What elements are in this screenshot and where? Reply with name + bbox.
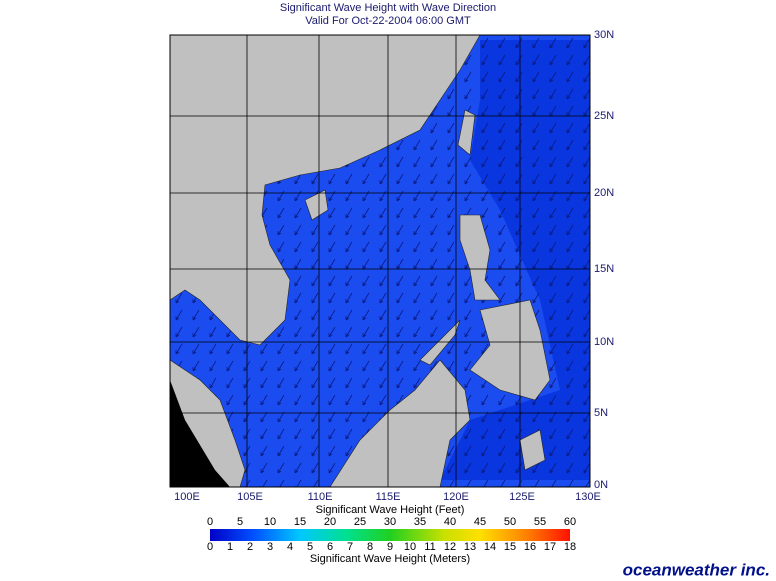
lat-label: 30N <box>594 29 614 41</box>
meter-tick-label: 15 <box>504 541 516 553</box>
logo: oceanweather inc. <box>623 560 770 579</box>
meter-tick-label: 14 <box>484 541 496 553</box>
meter-tick-label: 11 <box>424 541 435 553</box>
meters-label: Significant Wave Height (Meters) <box>310 553 470 565</box>
meter-tick-label: 8 <box>367 541 373 553</box>
meter-tick-label: 5 <box>307 541 313 553</box>
feet-tick-label: 45 <box>474 516 486 528</box>
meter-tick-label: 0 <box>207 541 213 553</box>
feet-tick-label: 0 <box>207 516 213 528</box>
lon-label: 115E <box>376 491 401 503</box>
map <box>169 34 591 488</box>
land <box>169 34 551 488</box>
lon-label: 130E <box>575 491 601 503</box>
lat-label: 10N <box>594 336 614 348</box>
feet-tick-label: 25 <box>354 516 366 528</box>
lat-label: 20N <box>594 187 614 199</box>
feet-tick-label: 60 <box>564 516 576 528</box>
feet-tick-label: 40 <box>444 516 456 528</box>
meter-tick-label: 10 <box>404 541 416 553</box>
meter-tick-label: 4 <box>287 541 293 553</box>
feet-tick-label: 20 <box>324 516 336 528</box>
lon-labels: 100E 105E 110E 115E 120E 125E 130E <box>174 491 601 503</box>
lat-labels: 30N 25N 20N 15N 10N 5N 0N <box>594 29 614 491</box>
lon-label: 105E <box>237 491 263 503</box>
lat-label: 15N <box>594 263 614 275</box>
meter-tick-label: 7 <box>347 541 353 553</box>
colorbar <box>210 529 570 541</box>
meter-ticks: 0 1 2 3 4 5 6 7 8 9 10 11 12 13 14 15 16 17 18 <box>207 541 576 553</box>
graticule <box>170 35 590 487</box>
meter-tick-label: 18 <box>564 541 576 553</box>
meter-tick-label: 2 <box>247 541 253 553</box>
title: Significant Wave Height with Wave Direct… <box>280 2 496 14</box>
meter-tick-label: 13 <box>464 541 476 553</box>
lon-label: 125E <box>509 491 535 503</box>
feet-tick-label: 15 <box>294 516 306 528</box>
lon-label: 100E <box>174 491 200 503</box>
map-frame <box>169 34 591 488</box>
meter-tick-label: 1 <box>227 541 233 553</box>
feet-tick-label: 35 <box>414 516 426 528</box>
meter-tick-label: 16 <box>524 541 536 553</box>
lat-label: 25N <box>594 110 614 122</box>
feet-tick-label: 5 <box>237 516 243 528</box>
meter-tick-label: 17 <box>544 541 556 553</box>
lon-label: 120E <box>443 491 469 503</box>
subtitle: Valid For Oct-22-2004 06:00 GMT <box>305 15 471 27</box>
feet-label: Significant Wave Height (Feet) <box>316 504 465 516</box>
feet-tick-label: 55 <box>534 516 546 528</box>
sumatra <box>170 380 230 487</box>
feet-ticks: 0 5 10 15 20 25 30 35 40 45 50 55 60 <box>207 516 576 528</box>
feet-tick-label: 50 <box>504 516 516 528</box>
lat-label: 5N <box>594 407 608 419</box>
meter-tick-label: 3 <box>267 541 273 553</box>
meter-tick-label: 12 <box>444 541 456 553</box>
meter-tick-label: 6 <box>327 541 333 553</box>
lon-label: 110E <box>308 491 333 503</box>
lat-label: 0N <box>594 479 608 491</box>
meter-tick-label: 9 <box>387 541 393 553</box>
feet-tick-label: 30 <box>384 516 396 528</box>
feet-tick-label: 10 <box>264 516 276 528</box>
